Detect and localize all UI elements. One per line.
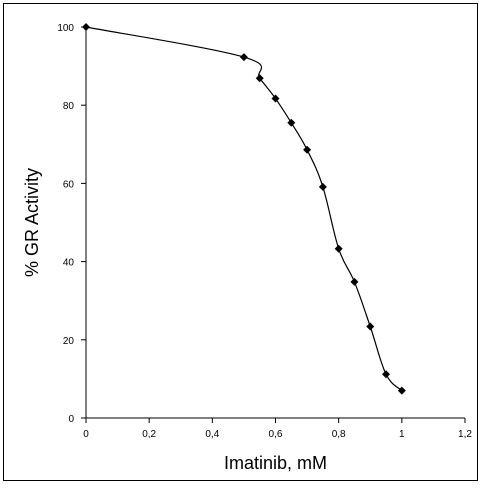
data-point-marker xyxy=(382,370,391,379)
y-axis-title: % GR Activity xyxy=(22,168,42,277)
y-tick-label: 40 xyxy=(63,258,75,269)
data-point-marker xyxy=(303,145,312,154)
x-tick-label: 0,2 xyxy=(142,429,156,440)
x-tick-label: 1,2 xyxy=(458,429,472,440)
data-point-marker xyxy=(318,182,327,191)
x-tick-label: 0 xyxy=(83,429,89,440)
x-axis-title: Imatinib, mM xyxy=(224,453,327,473)
data-point-marker xyxy=(366,322,375,331)
data-point-marker xyxy=(82,23,90,31)
data-point-marker xyxy=(334,244,343,253)
x-tick-label: 0,4 xyxy=(205,429,219,440)
data-point-marker xyxy=(350,277,359,286)
x-axis-ticks: 0 0,2 0,4 0,6 0,8 1 1,2 xyxy=(83,418,472,440)
series-markers xyxy=(82,23,406,395)
data-point-marker xyxy=(271,94,280,103)
data-point-marker xyxy=(255,74,264,83)
data-point-marker xyxy=(287,118,296,127)
y-tick-label: 80 xyxy=(63,101,75,112)
y-axis-ticks: 0 20 40 60 80 100 xyxy=(57,23,86,425)
x-tick-label: 0,6 xyxy=(269,429,283,440)
x-tick-label: 0,8 xyxy=(332,429,346,440)
y-tick-label: 60 xyxy=(63,179,75,190)
data-point-marker xyxy=(239,53,248,62)
outer-border xyxy=(3,3,478,481)
series-line xyxy=(85,26,403,392)
y-tick-label: 100 xyxy=(57,23,74,34)
y-tick-label: 0 xyxy=(68,414,74,425)
y-tick-label: 20 xyxy=(63,336,75,347)
data-point-marker xyxy=(397,386,406,395)
x-tick-label: 1 xyxy=(399,429,405,440)
